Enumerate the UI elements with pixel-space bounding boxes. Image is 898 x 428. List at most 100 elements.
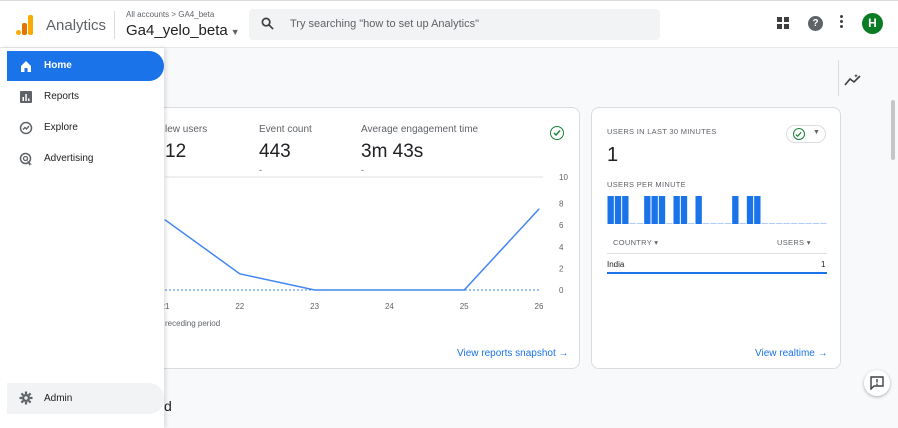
x-tick-label: 26 — [535, 302, 544, 311]
users-per-minute-chart — [607, 196, 827, 224]
column-label: COUNTRY — [613, 238, 652, 247]
minute-bar — [651, 196, 658, 224]
metric-change: - — [259, 165, 262, 175]
sidebar-item-admin[interactable]: Admin — [7, 383, 164, 414]
users-column-header[interactable]: USERS ▾ — [777, 238, 811, 247]
property-selector[interactable]: Ga4_yelo_beta ▼ — [126, 22, 240, 39]
metric-engagement-time[interactable]: Average engagement time 3m 43s - — [361, 124, 478, 175]
sidebar-item-label: Admin — [44, 393, 73, 404]
scrollbar[interactable] — [891, 100, 895, 160]
minute-bar — [644, 196, 651, 224]
realtime-card: USERS IN LAST 30 MINUTES ▼ 1 USERS PER M… — [591, 107, 841, 369]
minute-bar — [622, 196, 629, 224]
minute-bar — [710, 223, 717, 224]
minute-bar — [776, 223, 783, 224]
sidebar-item-home[interactable]: Home — [7, 51, 164, 81]
minute-bar — [673, 196, 680, 224]
overview-card: lew users 12 Event count 443 - Average e… — [130, 107, 580, 369]
link-label: View realtime — [755, 348, 815, 359]
search-bar[interactable]: Try searching "how to set up Analytics" — [249, 9, 660, 40]
minute-bar — [798, 223, 805, 224]
users-cell: 1 — [821, 260, 826, 269]
minute-bar — [702, 223, 710, 224]
minute-bar — [790, 223, 798, 224]
metric-change: - — [361, 165, 364, 175]
caret-down-icon: ▼ — [813, 129, 820, 136]
data-point — [239, 273, 241, 275]
analytics-logo-icon[interactable] — [16, 13, 36, 35]
section-heading-partial: d — [164, 398, 172, 414]
search-placeholder: Try searching "how to set up Analytics" — [290, 18, 479, 30]
panel-divider — [838, 60, 839, 96]
realtime-value: 1 — [607, 144, 619, 166]
sidebar-item-label: Reports — [44, 91, 80, 102]
metric-label: Event count — [259, 124, 312, 135]
breadcrumb[interactable]: All accounts > GA4_beta — [126, 10, 215, 19]
insights-icon[interactable] — [844, 74, 862, 86]
x-tick-label: 22 — [235, 302, 244, 311]
sidebar-item-label: Home — [44, 60, 72, 71]
more-vert-icon[interactable] — [840, 15, 844, 31]
metric-event-count[interactable]: Event count 443 - — [259, 124, 312, 175]
arrow-right-icon: → — [817, 348, 828, 359]
top-bar: Analytics All accounts > GA4_beta Ga4_ye… — [0, 0, 898, 48]
feedback-icon — [870, 376, 884, 390]
x-tick-label: 24 — [385, 302, 394, 311]
minute-bar — [614, 196, 622, 224]
minute-bar — [636, 223, 644, 224]
help-icon[interactable]: ? — [808, 16, 823, 31]
minute-bar — [680, 196, 688, 224]
metric-value: 3m 43s — [361, 141, 424, 162]
sidebar-item-advertising[interactable]: Advertising — [7, 144, 164, 174]
table-divider — [607, 253, 827, 254]
minute-bar — [768, 223, 776, 224]
minute-bar — [820, 223, 827, 224]
realtime-title: USERS IN LAST 30 MINUTES — [607, 127, 717, 136]
data-point — [164, 219, 166, 221]
check-circle-icon[interactable] — [550, 126, 564, 140]
minute-bar — [717, 223, 724, 224]
feedback-button[interactable] — [864, 370, 890, 396]
sidebar-item-explore[interactable]: Explore — [7, 113, 164, 143]
apps-grid-icon[interactable] — [777, 17, 789, 29]
property-name: Ga4_yelo_beta — [126, 22, 228, 39]
data-point — [538, 208, 540, 210]
minute-bar — [812, 223, 820, 224]
minute-bar — [761, 223, 768, 224]
minute-bar — [724, 223, 732, 224]
gear-icon — [19, 391, 33, 405]
view-realtime-link[interactable]: View realtime → — [755, 348, 828, 359]
metric-value: 12 — [165, 141, 187, 162]
metric-new-users[interactable]: lew users 12 — [165, 124, 207, 163]
view-reports-snapshot-link[interactable]: View reports snapshot → — [457, 348, 569, 359]
metric-value: 443 — [259, 141, 291, 162]
country-column-header[interactable]: COUNTRY ▾ — [613, 238, 659, 247]
sidebar-item-label: Explore — [44, 122, 78, 133]
sidebar-item-reports[interactable]: Reports — [7, 82, 164, 112]
data-point — [388, 289, 390, 291]
minute-bar — [658, 196, 666, 224]
app-name: Analytics — [46, 17, 107, 34]
header-divider — [114, 11, 115, 39]
avatar[interactable]: H — [862, 13, 883, 34]
users-per-minute-label: USERS PER MINUTE — [607, 180, 686, 189]
metric-label: lew users — [165, 124, 208, 135]
legend-label: receding period — [165, 319, 221, 328]
y-tick-label: 6 — [559, 221, 564, 230]
caret-down-icon: ▼ — [230, 27, 240, 37]
link-label: View reports snapshot — [457, 348, 556, 359]
data-point — [314, 289, 316, 291]
minute-bar — [607, 196, 614, 224]
explore-icon — [19, 121, 33, 135]
sidebar: Home Reports Explore Advertising Admin — [0, 48, 164, 428]
minute-bar — [805, 223, 812, 224]
home-icon — [21, 61, 31, 72]
minute-bar — [739, 223, 746, 224]
arrow-right-icon: → — [558, 348, 569, 359]
sidebar-item-label: Advertising — [44, 153, 94, 164]
y-tick-label: 2 — [559, 264, 564, 273]
x-tick-label: 25 — [460, 302, 469, 311]
realtime-status-dropdown[interactable]: ▼ — [786, 125, 826, 143]
y-tick-label: 4 — [559, 243, 564, 252]
minute-bar — [754, 196, 761, 224]
